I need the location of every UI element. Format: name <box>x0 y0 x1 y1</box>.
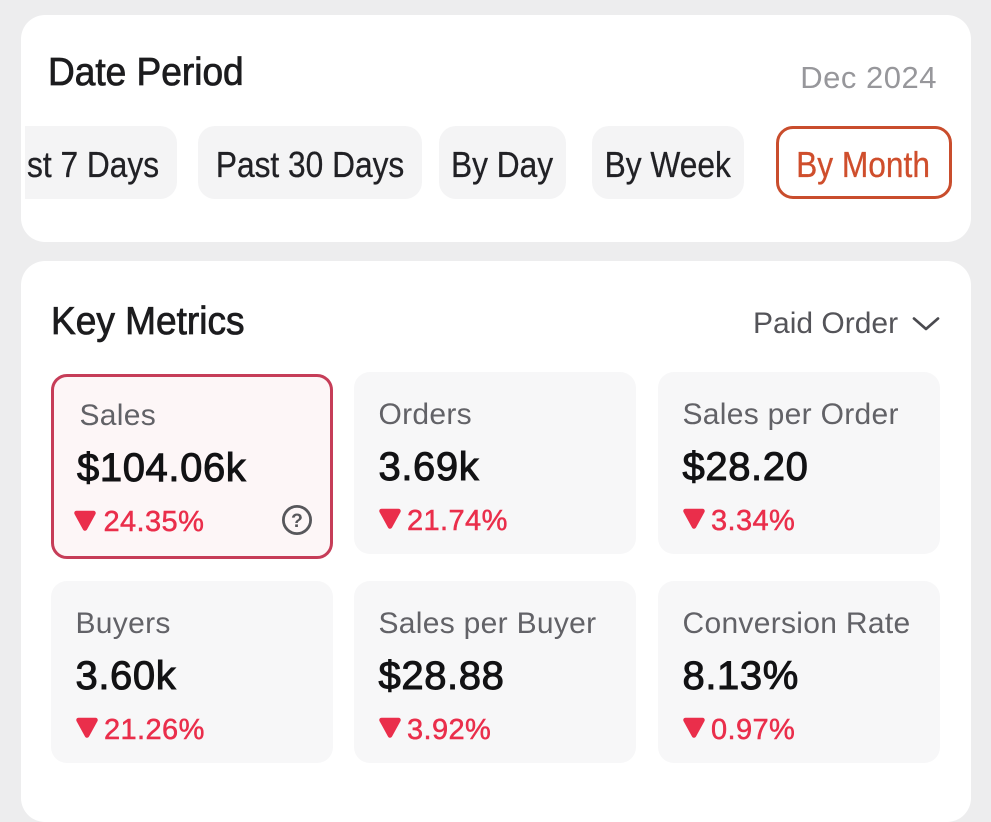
svg-text:?: ? <box>291 510 303 532</box>
